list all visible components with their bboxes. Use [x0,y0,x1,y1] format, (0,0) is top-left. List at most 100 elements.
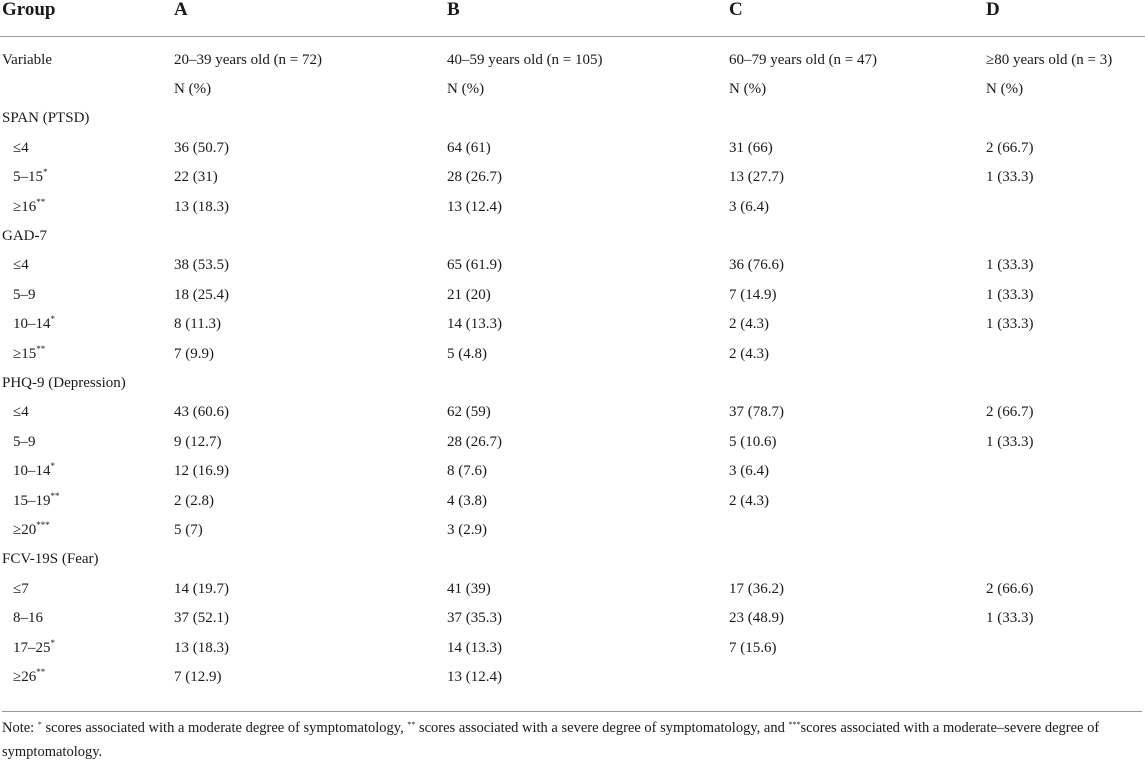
cell-group-c: 13 (27.7) [729,169,784,186]
header-a: A [174,0,188,20]
table-row: GAD-7 [0,221,1145,250]
row-label: GAD-7 [0,221,172,250]
note-text-moderate-severe: scores associated with a moderate–severe… [2,720,1100,760]
table-row: ≥26** 7 (12.9) 13 (12.4) [0,662,1145,691]
cell-group-c [727,368,984,397]
cell-group-c: N (%) [729,81,767,98]
cell-group-a: 7 (9.9) [174,345,214,362]
cell-group-d [984,633,1145,662]
row-label: ≤4 [0,133,172,162]
cell-group-a: 13 (18.3) [174,198,229,215]
cell-group-c: 7 (14.9) [729,286,777,303]
row-label: PHQ-9 (Depression) [0,368,172,397]
cell-group-a: 13 (18.3) [174,639,229,656]
row-label-footnote-mark: * [50,461,56,472]
table-row: SPAN (PTSD) [0,104,1145,133]
cell-group-b: N (%) [447,81,485,98]
table-row: 10–14* 8 (11.3) 14 (13.3) 2 (4.3) 1 (33.3) [0,310,1145,339]
row-label-text: ≤4 [13,139,29,156]
row-label-text: 5–9 [13,286,36,303]
row-label: SPAN (PTSD) [0,104,172,133]
table-row: ≤4 38 (53.5) 65 (61.9) 36 (76.6) 1 (33.3) [0,251,1145,280]
row-label-text: GAD-7 [2,228,47,245]
row-label [0,74,172,103]
row-label-text: ≤4 [13,404,29,421]
cell-group-a: 14 (19.7) [174,580,229,597]
cell-group-c: 5 (10.6) [729,433,777,450]
header-row: Group A B C D [0,0,1145,37]
row-label-text: 10–14 [13,316,51,333]
cell-group-d: 1 (33.3) [986,316,1034,333]
cell-group-d [984,339,1145,368]
row-label: 10–14* [0,456,172,485]
cell-group-c: 60–79 years old (n = 47) [729,51,878,68]
table-row: ≤7 14 (19.7) 41 (39) 17 (36.2) 2 (66.6) [0,574,1145,603]
cell-group-d: 1 (33.3) [986,257,1034,274]
table-row: ≤4 36 (50.7) 64 (61) 31 (66) 2 (66.7) [0,133,1145,162]
row-label-footnote-mark: ** [36,196,46,207]
cell-group-a: N (%) [174,81,212,98]
table-header: Group A B C D [0,0,1145,37]
cell-group-d: ≥80 years old (n = 3) [986,51,1113,68]
table-row: ≥20*** 5 (7) 3 (2.9) [0,515,1145,544]
row-label-footnote-mark: ** [36,666,46,677]
row-label: 17–25* [0,633,172,662]
row-label-text: Variable [2,51,52,68]
table-row: Variable 20–39 years old (n = 72) 40–59 ye… [0,37,1145,75]
row-label-text: 5–9 [13,433,36,450]
row-label-footnote-mark: ** [36,343,46,354]
cell-group-c: 37 (78.7) [729,404,784,421]
cell-group-a: 8 (11.3) [174,316,221,333]
table-row: 5–9 18 (25.4) 21 (20) 7 (14.9) 1 (33.3) [0,280,1145,309]
cell-group-b [445,368,727,397]
cell-group-d: 2 (66.6) [986,580,1034,597]
table-row: ≥16** 13 (18.3) 13 (12.4) 3 (6.4) [0,192,1145,221]
cell-group-b: 13 (12.4) [447,198,502,215]
cell-group-c: 23 (48.9) [729,610,784,627]
cell-group-a: 2 (2.8) [174,492,214,509]
row-label: 15–19** [0,486,172,515]
cell-group-b: 21 (20) [447,286,491,303]
cell-group-a [172,221,445,250]
table-row: FCV-19S (Fear) [0,545,1145,574]
row-label-text: PHQ-9 (Depression) [2,374,126,391]
row-label-text: FCV-19S (Fear) [2,551,99,568]
row-label-footnote-mark: ** [50,490,60,501]
cell-group-d [984,545,1145,574]
row-label: ≥20*** [0,515,172,544]
table-body: Variable 20–39 years old (n = 72) 40–59 ye… [0,37,1145,692]
cell-group-c [727,221,984,250]
cell-group-b: 14 (13.3) [447,639,502,656]
row-label-text: ≥15 [13,345,37,362]
cell-group-c: 7 (15.6) [729,639,777,656]
cell-group-a: 20–39 years old (n = 72) [174,51,323,68]
row-label: 8–16 [0,603,172,632]
header-c: C [729,0,743,20]
cell-group-d: 1 (33.3) [986,169,1034,186]
row-label: ≥16** [0,192,172,221]
cell-group-d: N (%) [986,81,1024,98]
row-label-text: ≥16 [13,198,37,215]
cell-group-a [172,104,445,133]
row-label-footnote-mark: *** [36,519,50,530]
cell-group-b [445,104,727,133]
cell-group-d [984,662,1145,691]
note-prefix: Note: [2,720,38,736]
row-label-text: 17–25 [13,639,51,656]
cell-group-a: 37 (52.1) [174,610,229,627]
row-label-text: 15–19 [13,492,51,509]
table-row: 5–15* 22 (31) 28 (26.7) 13 (27.7) 1 (33.3) [0,163,1145,192]
cell-group-a: 38 (53.5) [174,257,229,274]
cell-group-d [984,221,1145,250]
cell-group-a: 12 (16.9) [174,463,229,480]
cell-group-c [727,545,984,574]
cell-group-d: 2 (66.7) [986,139,1034,156]
cell-group-c: 3 (6.4) [729,198,769,215]
cell-group-c: 3 (6.4) [729,463,769,480]
row-label-text: 8–16 [13,610,43,627]
table-row: 5–9 9 (12.7) 28 (26.7) 5 (10.6) 1 (33.3) [0,427,1145,456]
row-label: 5–9 [0,427,172,456]
cell-group-d [984,486,1145,515]
cell-group-b: 40–59 years old (n = 105) [447,51,603,68]
